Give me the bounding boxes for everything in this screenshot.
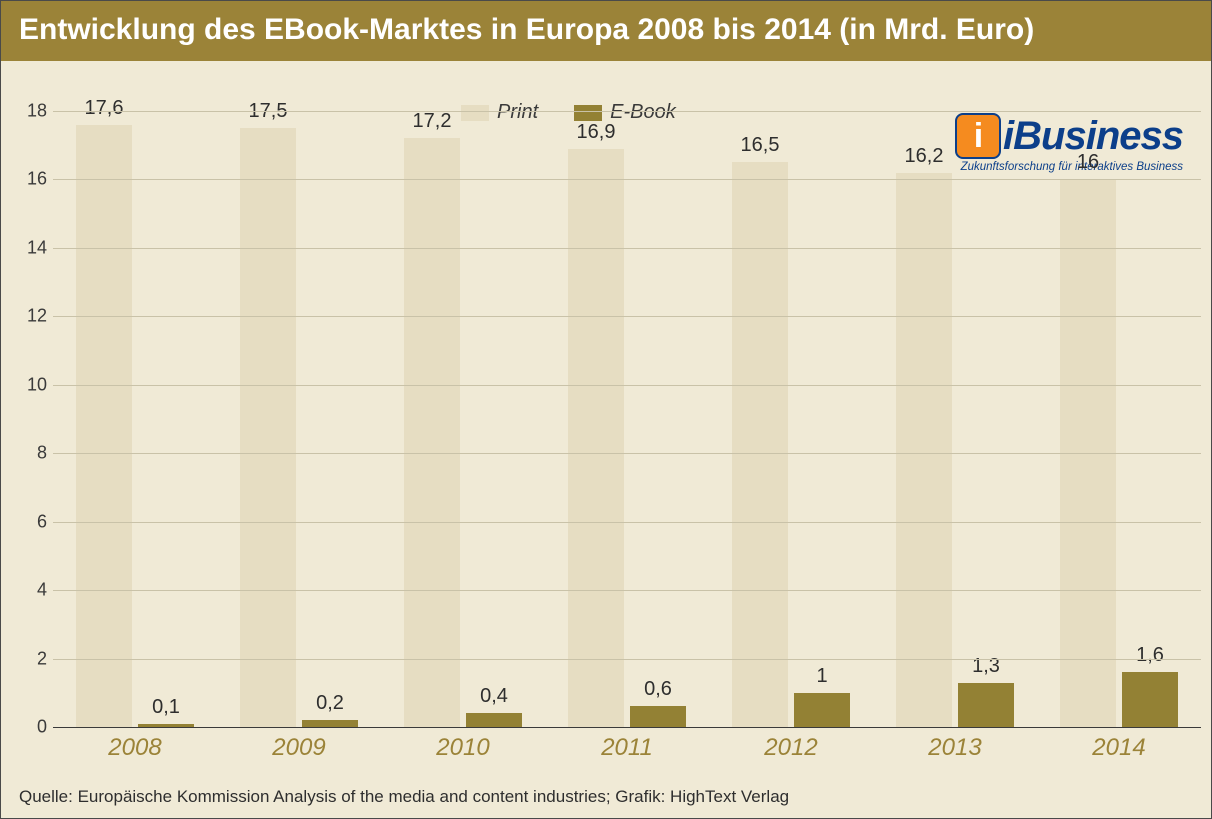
title-bar: Entwicklung des EBook-Marktes in Europa … (1, 1, 1211, 61)
gridline (53, 111, 1201, 112)
bar-group: 17,6 0,1 (53, 111, 217, 727)
bar: 16,9 (568, 149, 624, 727)
chart-title: Entwicklung des EBook-Marktes in Europa … (19, 11, 1193, 49)
y-tick-label: 0 (37, 717, 47, 738)
bar-value-label: 16,2 (905, 145, 944, 168)
y-tick-label: 12 (27, 306, 47, 327)
bar-value-label: 0,6 (644, 678, 672, 701)
bar-group: 16,21,3 (873, 111, 1037, 727)
bar-value-label: 16 (1077, 151, 1099, 174)
bar-value-label: 0,4 (480, 685, 508, 708)
gridline (53, 248, 1201, 249)
bar-value-label: 16,9 (577, 121, 616, 144)
gridline (53, 316, 1201, 317)
gridline (53, 590, 1201, 591)
gridline (53, 522, 1201, 523)
y-tick-label: 8 (37, 443, 47, 464)
y-axis: 024681012141618 (1, 111, 53, 727)
bar: 0,6 (630, 706, 686, 727)
bar-value-label: 0,2 (316, 692, 344, 715)
x-axis: 2008200920102011201220132014 (53, 727, 1201, 762)
bar-group: 17,2 0,4 (381, 111, 545, 727)
bar-value-label: 0,1 (152, 696, 180, 719)
bar-value-label: 1,6 (1136, 644, 1164, 667)
bar-group: 16,51 (709, 111, 873, 727)
bar: 17,2 (404, 138, 460, 727)
bar-groups: 17,60,117,50,217,20,416,90,616,5116,21,3… (53, 111, 1201, 727)
bar-group: 16,9 0,6 (545, 111, 709, 727)
bar-value-label: 1 (816, 665, 827, 688)
bar: 1,3 (958, 683, 1014, 727)
gridline (53, 179, 1201, 180)
bar-group: 17,5 0,2 (217, 111, 381, 727)
bar-value-label: 16,5 (741, 134, 780, 157)
bar: 16,2 (896, 173, 952, 727)
y-tick-label: 6 (37, 511, 47, 532)
source-line: Quelle: Europäische Kommission Analysis … (19, 787, 789, 807)
bar: 0,2 (302, 720, 358, 727)
x-axis-label: 2010 (381, 727, 545, 762)
x-axis-label: 2011 (545, 727, 709, 762)
bar: 17,6 (76, 125, 132, 727)
chart-area: 024681012141618 17,60,117,50,217,20,416,… (1, 111, 1211, 727)
gridline (53, 659, 1201, 660)
x-axis-label: 2013 (873, 727, 1037, 762)
gridline (53, 385, 1201, 386)
plot-area: 17,60,117,50,217,20,416,90,616,5116,21,3… (53, 111, 1201, 727)
bar: 0,4 (466, 713, 522, 727)
bar: 1,6 (1122, 672, 1178, 727)
gridline (53, 453, 1201, 454)
bar-value-label: 17,2 (413, 110, 452, 133)
bar: 17,5 (240, 128, 296, 727)
y-tick-label: 18 (27, 101, 47, 122)
bar: 1 (794, 693, 850, 727)
bar-value-label: 17,6 (85, 97, 124, 120)
y-tick-label: 2 (37, 648, 47, 669)
y-tick-label: 4 (37, 580, 47, 601)
bar-group: 161,6 (1037, 111, 1201, 727)
x-axis-label: 2009 (217, 727, 381, 762)
x-axis-label: 2014 (1037, 727, 1201, 762)
y-tick-label: 16 (27, 169, 47, 190)
y-tick-label: 14 (27, 237, 47, 258)
x-axis-label: 2008 (53, 727, 217, 762)
y-tick-label: 10 (27, 374, 47, 395)
x-axis-label: 2012 (709, 727, 873, 762)
chart-frame: Entwicklung des EBook-Marktes in Europa … (0, 0, 1212, 819)
